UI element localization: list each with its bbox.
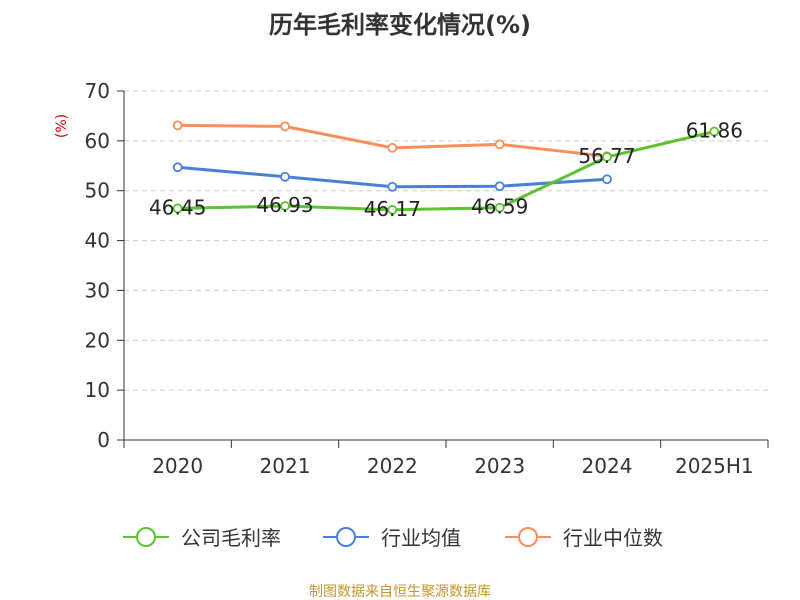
data-point <box>280 201 290 211</box>
source-note: 制图数据来自恒生聚源数据库 <box>309 584 491 600</box>
y-tick-label: 50 <box>85 179 110 203</box>
legend-swatch-marker <box>336 527 356 547</box>
series-line <box>176 130 716 212</box>
data-point <box>387 204 398 215</box>
legend: 公司毛利率 行业均值 行业中位数 <box>123 526 663 550</box>
data-label: 46.17 <box>364 197 421 221</box>
data-point <box>494 181 505 192</box>
data-label: 46.59 <box>471 195 528 219</box>
data-point <box>280 121 290 132</box>
legend-label: 公司毛利率 <box>181 526 281 550</box>
data-labels: 46.45 46.93 46.17 46.59 56.77 61.86 <box>149 119 743 221</box>
data-point <box>602 174 612 185</box>
y-tick-label: 20 <box>85 328 110 352</box>
data-point <box>172 120 183 131</box>
legend-swatch-marker <box>136 527 156 547</box>
data-point <box>494 202 505 213</box>
data-label: 46.45 <box>149 195 206 219</box>
x-tick-label: 2022 <box>367 454 418 478</box>
y-tick-label: 0 <box>97 428 110 452</box>
chart-title: 历年毛利率变化情况(%) <box>269 11 531 39</box>
y-tick-label: 70 <box>85 79 110 103</box>
x-tick-label: 2021 <box>260 454 311 478</box>
y-tick-label: 30 <box>85 278 110 302</box>
y-tick-label: 40 <box>85 229 110 253</box>
data-point <box>602 152 612 162</box>
data-point <box>387 181 398 192</box>
x-tick-label: 2025H1 <box>675 454 754 478</box>
axes: 0 10 20 30 40 50 60 70 2020 2021 2022 2023 2024 2025H… <box>85 79 769 478</box>
data-point <box>709 126 720 137</box>
y-tick-label: 60 <box>85 129 110 153</box>
y-tick-label: 10 <box>85 378 110 402</box>
x-tick-label: 2024 <box>582 454 633 478</box>
legend-swatch-marker <box>518 527 538 547</box>
legend-label: 行业中位数 <box>563 526 663 550</box>
x-tick-label: 2023 <box>474 454 525 478</box>
data-point <box>172 203 183 214</box>
series-layer <box>172 120 720 215</box>
data-point <box>387 142 398 153</box>
grid-lines <box>124 90 768 391</box>
data-point <box>172 162 183 173</box>
x-tick-label: 2020 <box>152 454 203 478</box>
data-label: 46.93 <box>256 193 313 217</box>
data-label: 61.86 <box>686 119 743 143</box>
y-axis-unit-label: (%) <box>54 114 70 138</box>
legend-label: 行业均值 <box>381 526 461 550</box>
data-point <box>280 171 290 182</box>
data-label: 56.77 <box>578 144 635 168</box>
data-point <box>494 139 505 150</box>
